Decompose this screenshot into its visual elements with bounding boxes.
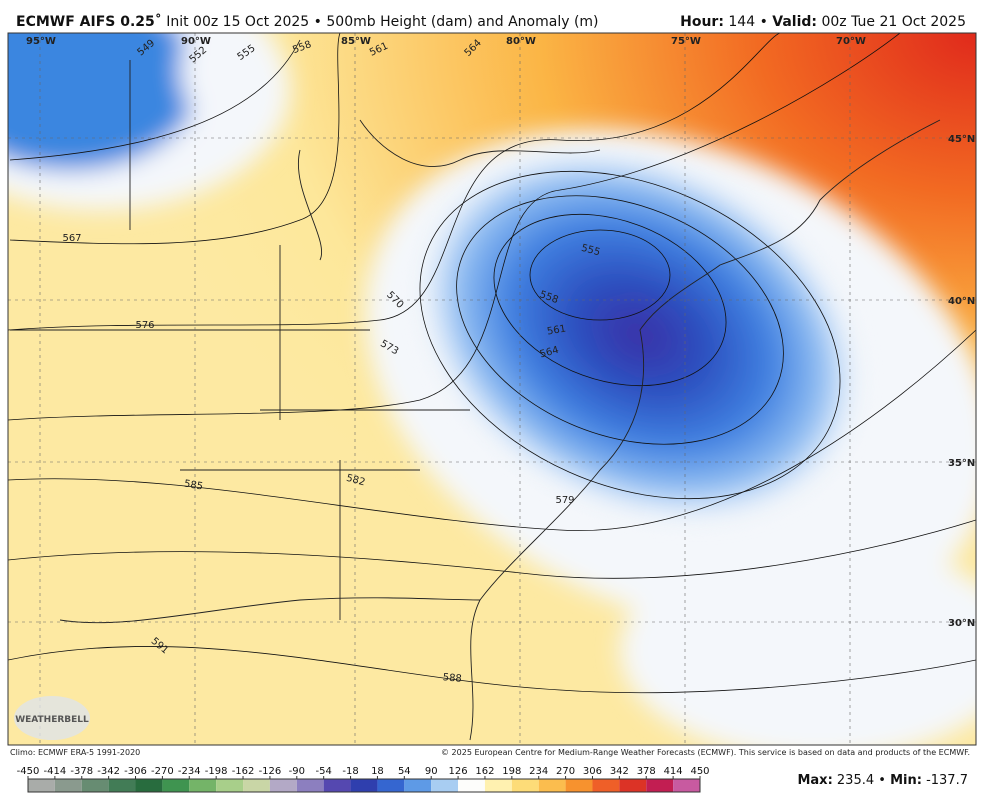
colorbar-tick-label: -162 xyxy=(232,766,255,777)
contour-label: 582 xyxy=(345,473,366,489)
model: ECMWF AIFS 0.25˚ xyxy=(16,13,162,30)
colorbar-tick-label: -378 xyxy=(70,766,93,777)
latitude-label: 35°N xyxy=(948,458,975,469)
logo: WEATHERBELL xyxy=(15,715,89,725)
colorbar-tick-label: -306 xyxy=(124,766,147,777)
colorbar-tick-label: -18 xyxy=(342,766,358,777)
latitude-label: 30°N xyxy=(948,618,975,629)
valid: 00z Tue 21 Oct 2025 xyxy=(821,14,966,30)
colorbar-swatch xyxy=(511,779,539,792)
contour-label: 567 xyxy=(62,233,81,244)
separator: • xyxy=(878,773,886,788)
colorbar-swatch xyxy=(54,779,82,792)
colorbar-swatch xyxy=(81,779,109,792)
longitude-label: 90°W xyxy=(181,36,211,47)
colorbar-tick-label: -342 xyxy=(97,766,120,777)
colorbar-swatch xyxy=(377,779,405,792)
separator: • xyxy=(314,14,322,30)
longitude-label: 95°W xyxy=(26,36,56,47)
colorbar-tick-label: -198 xyxy=(205,766,228,777)
min: -137.7 xyxy=(926,773,968,788)
colorbar-swatch xyxy=(108,779,136,792)
colorbar-frame xyxy=(27,778,701,793)
climo: Climo: ECMWF ERA-5 1991-2020 xyxy=(10,748,140,757)
contour-label: 564 xyxy=(539,345,560,361)
contour-label: 576 xyxy=(135,320,154,331)
colorbar-swatch xyxy=(28,779,55,792)
longitude-label: 80°W xyxy=(506,36,536,47)
colorbar-swatch xyxy=(484,779,512,792)
copyright: © 2025 European Centre for Medium-Range … xyxy=(441,748,970,757)
colorbar-swatch xyxy=(350,779,378,792)
max-label: Max: xyxy=(797,773,832,788)
colorbar-swatch xyxy=(296,779,324,792)
hour: 144 xyxy=(728,14,755,30)
colorbar: -450 -414 -378 -342 -306 -270 -234 -198 -162 -126… xyxy=(17,766,710,793)
colorbar-swatch xyxy=(216,779,244,792)
colorbar-tick-label: 18 xyxy=(371,766,384,777)
contour-label: 555 xyxy=(580,243,601,259)
contour-label: 561 xyxy=(546,323,567,337)
colorbar-swatch xyxy=(538,779,566,792)
colorbar-tick-label: -54 xyxy=(316,766,332,777)
colorbar-tick-label: -270 xyxy=(151,766,174,777)
longitude-label: 70°W xyxy=(836,36,866,47)
colorbar-swatch xyxy=(404,779,432,792)
colorbar-swatch xyxy=(243,779,270,792)
colorbar-swatch xyxy=(135,779,163,792)
contour-label: 585 xyxy=(183,478,204,492)
colorbar-swatch xyxy=(431,779,459,792)
colorbar-swatch xyxy=(189,779,217,792)
colorbar-tick-label: 162 xyxy=(475,766,494,777)
colorbar-tick-label: 54 xyxy=(398,766,411,777)
colorbar-tick-label: 90 xyxy=(425,766,438,777)
colorbar-tick-label: 198 xyxy=(502,766,521,777)
colorbar-swatch xyxy=(323,779,351,792)
valid-info: Hour: 144 • Valid: 00z Tue 21 Oct 2025 xyxy=(680,14,966,30)
colorbar-tick-label: 306 xyxy=(583,766,602,777)
hour-label: Hour: xyxy=(680,14,724,30)
latitude-label: 40°N xyxy=(948,296,975,307)
colorbar-tick-label: 342 xyxy=(610,766,629,777)
contour-label: 579 xyxy=(555,495,574,506)
map: 95°W 90°W 85°W 80°W 75°W 70°W 45°N 40°N 35°N 30°N… xyxy=(8,33,976,745)
longitude-label: 75°W xyxy=(671,36,701,47)
colorbar-swatch xyxy=(592,779,620,792)
longitude-label: 85°W xyxy=(341,36,371,47)
colorbar-tick-label: -414 xyxy=(44,766,67,777)
max: 235.4 xyxy=(837,773,874,788)
colorbar-tick-label: 126 xyxy=(449,766,468,777)
colorbar-swatch xyxy=(619,779,647,792)
colorbar-tick-label: -234 xyxy=(178,766,201,777)
colorbar-tick-label: 450 xyxy=(690,766,709,777)
colorbar-tick-label: 270 xyxy=(556,766,575,777)
colorbar-swatch xyxy=(162,779,190,792)
colorbar-tick-label: -90 xyxy=(289,766,305,777)
init: Init 00z 15 Oct 2025 xyxy=(166,14,309,30)
title: ECMWF AIFS 0.25˚ Init 00z 15 Oct 2025 • … xyxy=(16,13,599,30)
colorbar-tick-label: -450 xyxy=(17,766,40,777)
colorbar-swatch xyxy=(458,779,485,792)
contour-label: 588 xyxy=(442,672,462,685)
colorbar-swatch xyxy=(269,779,297,792)
colorbar-tick-label: -126 xyxy=(259,766,282,777)
max-min: Max: 235.4 • Min: -137.7 xyxy=(797,773,968,788)
valid-label: Valid: xyxy=(772,14,817,30)
colorbar-tick-label: 414 xyxy=(664,766,683,777)
colorbar-swatch xyxy=(646,779,674,792)
field: 500mb Height (dam) and Anomaly (m) xyxy=(326,14,598,30)
colorbar-swatch xyxy=(673,779,700,792)
separator: • xyxy=(760,14,768,30)
latitude-label: 45°N xyxy=(948,134,975,145)
colorbar-tick-label: 234 xyxy=(529,766,548,777)
colorbar-tick-label: 378 xyxy=(637,766,656,777)
min-label: Min: xyxy=(890,773,922,788)
colorbar-swatch xyxy=(565,779,593,792)
